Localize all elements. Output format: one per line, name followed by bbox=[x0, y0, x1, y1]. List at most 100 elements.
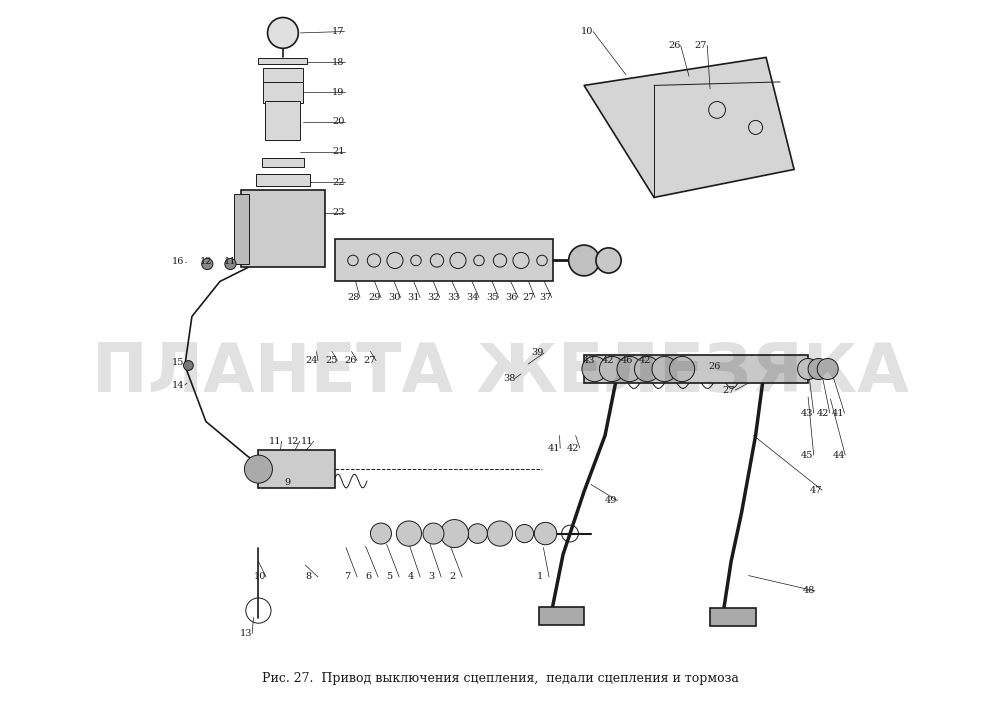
Text: 19: 19 bbox=[332, 88, 344, 97]
Text: 24: 24 bbox=[305, 356, 318, 365]
Circle shape bbox=[808, 359, 829, 380]
Circle shape bbox=[596, 248, 621, 273]
Text: 37: 37 bbox=[539, 293, 552, 302]
Circle shape bbox=[440, 520, 468, 548]
Text: 42: 42 bbox=[817, 408, 830, 418]
Text: 43: 43 bbox=[801, 408, 814, 418]
Text: 14: 14 bbox=[172, 380, 185, 389]
Circle shape bbox=[599, 356, 625, 382]
Text: 35: 35 bbox=[486, 293, 498, 302]
Text: 23: 23 bbox=[332, 208, 344, 217]
Text: 47: 47 bbox=[809, 486, 822, 495]
Bar bbox=[584, 355, 808, 383]
Text: 30: 30 bbox=[388, 293, 400, 302]
Circle shape bbox=[798, 359, 819, 380]
Bar bbox=[258, 449, 335, 488]
Text: 18: 18 bbox=[332, 58, 344, 67]
Circle shape bbox=[817, 359, 838, 380]
Circle shape bbox=[569, 245, 599, 276]
Text: 33: 33 bbox=[447, 293, 459, 302]
Text: 3: 3 bbox=[429, 572, 435, 581]
Text: ПЛАНЕТА ЖЕЛЕЗЯКА: ПЛАНЕТА ЖЕЛЕЗЯКА bbox=[92, 340, 908, 406]
Bar bbox=[258, 58, 307, 64]
Text: 41: 41 bbox=[548, 444, 560, 453]
Text: 39: 39 bbox=[532, 349, 544, 357]
Bar bbox=[539, 607, 584, 624]
Circle shape bbox=[202, 259, 213, 269]
Text: 26: 26 bbox=[709, 363, 721, 371]
Text: 16: 16 bbox=[172, 257, 185, 266]
Circle shape bbox=[225, 259, 236, 269]
Circle shape bbox=[617, 356, 642, 382]
Text: 13: 13 bbox=[240, 629, 252, 638]
Text: 42: 42 bbox=[602, 356, 615, 365]
Text: Рис. 27.  Привод выключения сцепления,  педали сцепления и тормоза: Рис. 27. Привод выключения сцепления, пе… bbox=[262, 673, 738, 685]
Text: 32: 32 bbox=[427, 293, 440, 302]
Text: 17: 17 bbox=[332, 27, 344, 36]
Text: 6: 6 bbox=[366, 572, 372, 581]
Bar bbox=[263, 68, 303, 82]
Circle shape bbox=[582, 356, 607, 382]
Text: 10: 10 bbox=[581, 27, 593, 36]
Text: 25: 25 bbox=[325, 356, 337, 365]
Text: 49: 49 bbox=[605, 496, 617, 505]
Bar bbox=[262, 158, 304, 167]
Text: 34: 34 bbox=[466, 293, 479, 302]
Bar bbox=[335, 240, 553, 281]
Text: 15: 15 bbox=[172, 359, 185, 367]
Text: 27: 27 bbox=[522, 293, 535, 302]
Circle shape bbox=[468, 524, 487, 543]
Bar bbox=[234, 194, 249, 264]
Bar bbox=[256, 174, 310, 186]
Text: 36: 36 bbox=[506, 293, 518, 302]
Circle shape bbox=[515, 524, 534, 543]
Circle shape bbox=[268, 18, 298, 49]
Text: 26: 26 bbox=[345, 356, 357, 365]
Text: 12: 12 bbox=[200, 257, 213, 266]
Text: 11: 11 bbox=[223, 257, 236, 266]
Text: 38: 38 bbox=[503, 373, 515, 382]
Circle shape bbox=[652, 356, 677, 382]
Circle shape bbox=[669, 356, 695, 382]
Text: 26: 26 bbox=[668, 41, 680, 50]
Text: 11: 11 bbox=[301, 437, 314, 446]
Circle shape bbox=[244, 455, 272, 483]
Text: 27: 27 bbox=[723, 385, 735, 394]
Circle shape bbox=[487, 521, 513, 546]
Text: 45: 45 bbox=[801, 451, 813, 460]
Text: 2: 2 bbox=[450, 572, 456, 581]
Text: 43: 43 bbox=[583, 356, 595, 365]
Text: 4: 4 bbox=[408, 572, 414, 581]
Text: 20: 20 bbox=[332, 117, 344, 127]
Text: 11: 11 bbox=[269, 437, 281, 446]
Text: 27: 27 bbox=[363, 356, 376, 365]
Text: 28: 28 bbox=[347, 293, 360, 302]
Text: 42: 42 bbox=[639, 356, 651, 365]
Text: 48: 48 bbox=[802, 586, 815, 595]
Text: 44: 44 bbox=[833, 451, 845, 460]
Bar bbox=[265, 101, 300, 140]
Text: 5: 5 bbox=[387, 572, 393, 581]
Text: 1: 1 bbox=[536, 572, 543, 581]
Text: 12: 12 bbox=[287, 437, 300, 446]
Bar bbox=[241, 191, 325, 267]
Text: 46: 46 bbox=[620, 356, 633, 365]
Text: 22: 22 bbox=[332, 178, 344, 186]
Circle shape bbox=[183, 361, 193, 370]
Text: 9: 9 bbox=[284, 478, 290, 487]
Text: 7: 7 bbox=[345, 572, 351, 581]
Text: 29: 29 bbox=[368, 293, 381, 302]
Bar bbox=[263, 82, 303, 103]
Circle shape bbox=[423, 523, 444, 544]
Text: 31: 31 bbox=[408, 293, 420, 302]
Polygon shape bbox=[584, 58, 794, 198]
Circle shape bbox=[534, 522, 557, 545]
Circle shape bbox=[634, 356, 660, 382]
Text: 27: 27 bbox=[695, 41, 707, 50]
Circle shape bbox=[370, 523, 391, 544]
Text: 21: 21 bbox=[332, 148, 344, 157]
Circle shape bbox=[396, 521, 422, 546]
Bar bbox=[710, 609, 756, 626]
Text: 41: 41 bbox=[832, 408, 844, 418]
Text: 8: 8 bbox=[305, 572, 311, 581]
